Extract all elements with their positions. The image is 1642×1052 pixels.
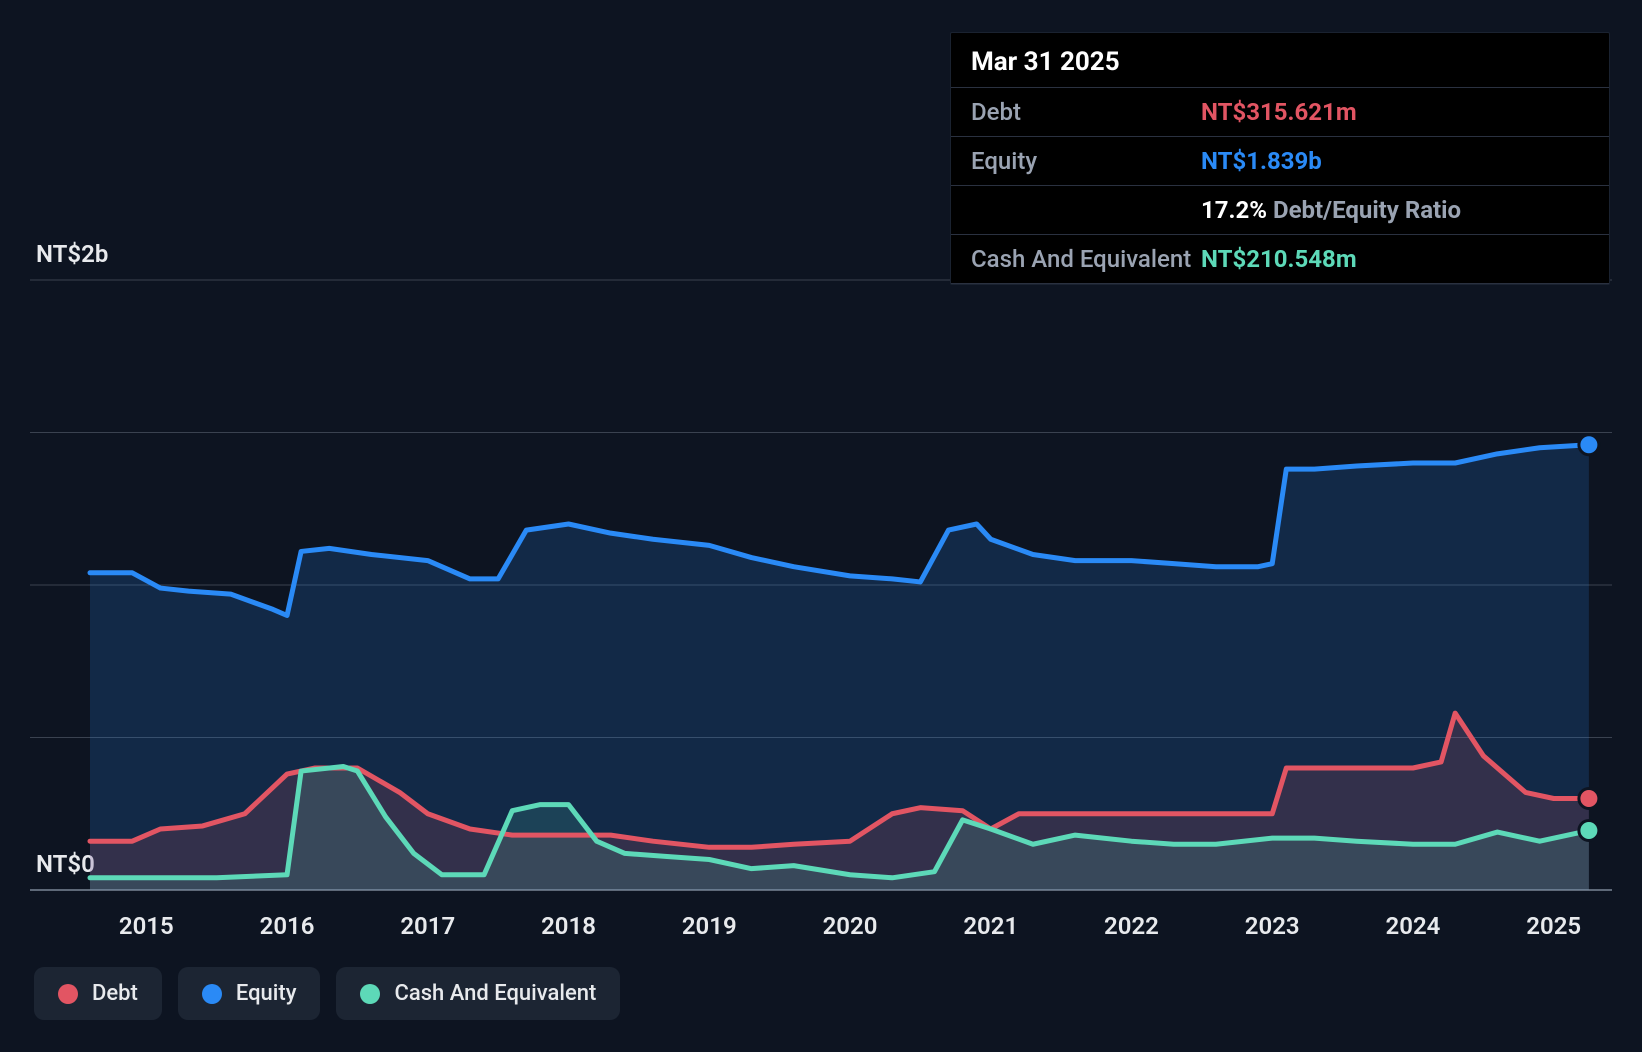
legend-item-label: Debt (92, 981, 138, 1006)
chart-legend: Debt Equity Cash And Equivalent (34, 967, 620, 1020)
debt-endpoint-marker (1579, 789, 1599, 809)
tooltip-row-label: Debt (971, 98, 1201, 126)
cash-endpoint-marker (1579, 821, 1599, 841)
tooltip-row: 17.2% Debt/Equity Ratio (951, 185, 1609, 234)
tooltip-row-label (971, 196, 1201, 224)
legend-item-cash[interactable]: Cash And Equivalent (336, 967, 620, 1020)
x-axis-label: 2016 (260, 912, 315, 940)
tooltip-row-value: 17.2% Debt/Equity Ratio (1201, 196, 1461, 224)
tooltip-row: Cash And EquivalentNT$210.548m (951, 234, 1609, 284)
x-axis-label: 2023 (1245, 912, 1300, 940)
y-axis-label: NT$0 (36, 850, 95, 878)
data-point-tooltip: Mar 31 2025 DebtNT$315.621mEquityNT$1.83… (950, 32, 1610, 285)
x-axis-label: 2025 (1526, 912, 1581, 940)
legend-item-label: Cash And Equivalent (394, 981, 596, 1006)
x-axis-label: 2020 (823, 912, 878, 940)
legend-swatch-icon (58, 984, 78, 1004)
tooltip-row-label: Equity (971, 147, 1201, 175)
legend-item-label: Equity (236, 981, 297, 1006)
tooltip-row-value: NT$315.621m (1201, 98, 1357, 126)
x-axis-label: 2021 (963, 912, 1018, 940)
legend-swatch-icon (360, 984, 380, 1004)
x-axis-label: 2022 (1104, 912, 1159, 940)
x-axis-label: 2019 (682, 912, 737, 940)
tooltip-date: Mar 31 2025 (951, 41, 1609, 87)
tooltip-row-label: Cash And Equivalent (971, 245, 1201, 273)
legend-item-equity[interactable]: Equity (178, 967, 321, 1020)
tooltip-row: EquityNT$1.839b (951, 136, 1609, 185)
legend-item-debt[interactable]: Debt (34, 967, 162, 1020)
x-axis-label: 2018 (541, 912, 596, 940)
legend-swatch-icon (202, 984, 222, 1004)
equity-endpoint-marker (1579, 435, 1599, 455)
x-axis-label: 2015 (119, 912, 174, 940)
y-axis-label: NT$2b (36, 240, 108, 268)
x-axis-label: 2017 (400, 912, 455, 940)
tooltip-row-value: NT$1.839b (1201, 147, 1322, 175)
tooltip-row-value: NT$210.548m (1201, 245, 1357, 273)
x-axis-label: 2024 (1386, 912, 1441, 940)
tooltip-row: DebtNT$315.621m (951, 87, 1609, 136)
